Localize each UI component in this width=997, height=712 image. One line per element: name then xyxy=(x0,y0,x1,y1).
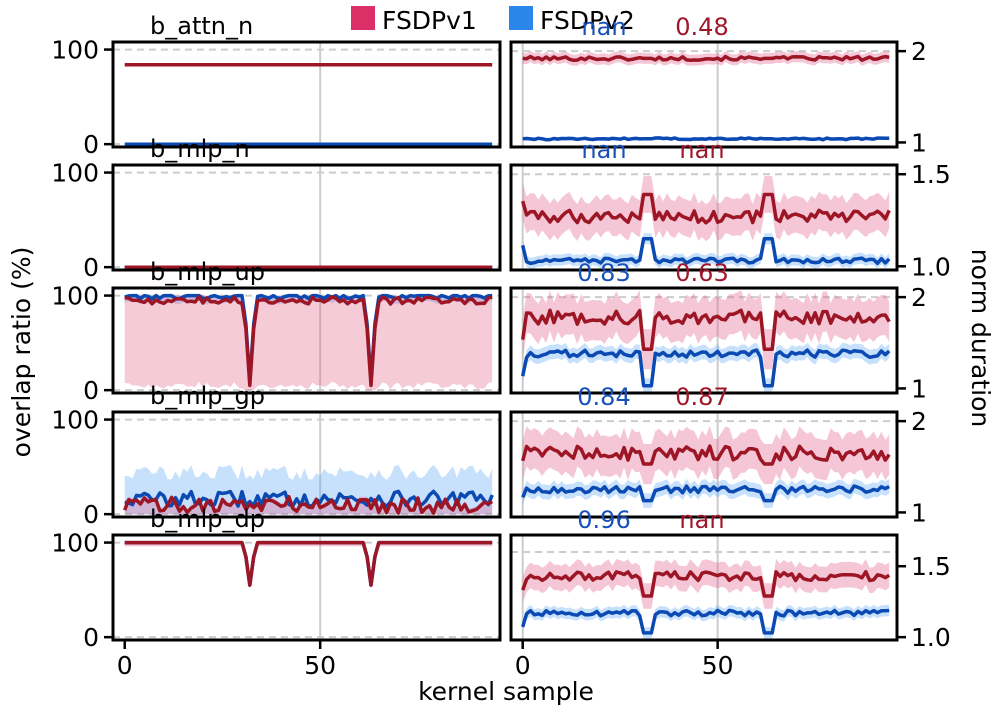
panel-overlap-b_attn_n: 0 100 b_attn_n xyxy=(51,12,502,159)
axes-frame xyxy=(111,410,502,519)
line-fsdpv1-duration xyxy=(522,54,890,63)
axes-frame xyxy=(111,533,502,642)
panel-overlap-b_mlp_gp: 0 100 b_mlp_gp xyxy=(51,382,502,529)
y-tick-label-right: 2 xyxy=(911,407,927,436)
x-tick-label: 0 xyxy=(117,651,133,680)
subplot-title: b_mlp_n xyxy=(150,135,250,163)
y-tick-label-right: 1.0 xyxy=(911,623,951,652)
y-tick-label-right: 1.5 xyxy=(911,552,951,581)
axes-frame xyxy=(509,533,899,642)
y-axis-label-left: overlap ratio (%) xyxy=(7,247,36,458)
panel-duration-b_mlp_dp: 1.0 1.5 0.96 nan xyxy=(509,506,951,652)
axes-frame xyxy=(509,40,899,149)
band-fsdpv1-overlap xyxy=(124,542,493,589)
corr-fsdpv2: 0.96 xyxy=(577,506,630,534)
band-fsdpv1-duration xyxy=(522,559,890,609)
line-fsdpv2-duration xyxy=(522,136,890,142)
y-tick-label-right: 1 xyxy=(911,498,927,527)
x-axis-label: kernel sample xyxy=(418,677,594,706)
y-tick-label: 100 xyxy=(51,36,99,65)
y-tick-label: 100 xyxy=(51,406,99,435)
band-fsdpv1-overlap xyxy=(124,295,493,391)
x-tick-label: 50 xyxy=(304,651,336,680)
line-fsdpv2-duration xyxy=(521,608,890,635)
y-tick-label: 0 xyxy=(83,130,99,159)
subplot-title: b_mlp_gp xyxy=(150,382,265,410)
corr-fsdpv2: 0.83 xyxy=(577,259,630,287)
y-axis-label-right: norm duration xyxy=(966,249,995,427)
y-tick-label: 100 xyxy=(51,529,99,558)
panel-duration-b_mlp_gp: 1 2 0.84 0.87 xyxy=(509,383,927,527)
y-tick-label-right: 1.5 xyxy=(911,160,951,189)
corr-fsdpv2: 0.84 xyxy=(577,383,630,411)
corr-fsdpv1: 0.48 xyxy=(675,13,728,41)
panel-overlap-b_mlp_dp: 0 100 b_mlp_dp xyxy=(51,505,502,652)
band-fsdpv2-overlap xyxy=(124,542,493,587)
corr-fsdpv2: nan xyxy=(581,136,626,164)
legend: FSDPv1 FSDPv2 xyxy=(351,6,635,35)
axes-frame xyxy=(509,163,899,272)
y-tick-label: 0 xyxy=(83,500,99,529)
x-tick-label: 0 xyxy=(515,651,531,680)
corr-fsdpv2: nan xyxy=(581,13,626,41)
y-tick-label-right: 1 xyxy=(911,374,927,403)
subplot-title: b_mlp_up xyxy=(150,258,265,286)
y-tick-label: 100 xyxy=(51,159,99,188)
subplot-title: b_attn_n xyxy=(150,12,253,40)
axes-frame xyxy=(111,286,502,395)
corr-fsdpv1: nan xyxy=(679,136,724,164)
x-tick-label: 50 xyxy=(702,651,734,680)
y-tick-label-right: 2 xyxy=(911,37,927,66)
legend-label-fsdpv2: FSDPv2 xyxy=(540,6,635,35)
y-tick-label: 0 xyxy=(83,623,99,652)
axes-frame xyxy=(111,40,502,149)
axes-frame xyxy=(509,410,899,519)
legend-label-fsdpv1: FSDPv1 xyxy=(382,6,477,35)
line-fsdpv1-duration xyxy=(521,192,891,225)
line-fsdpv1-overlap xyxy=(124,540,493,587)
line-fsdpv2-duration xyxy=(520,348,891,388)
panel-overlap-b_mlp_up: 0 100 b_mlp_up xyxy=(51,258,502,405)
band-fsdpv1-duration xyxy=(522,290,890,370)
y-tick-label: 0 xyxy=(83,376,99,405)
y-tick-label: 0 xyxy=(83,253,99,282)
axes-frame xyxy=(111,163,502,272)
line-fsdpv1-duration xyxy=(521,444,891,466)
line-fsdpv2-overlap xyxy=(124,540,493,587)
y-tick-label-right: 1 xyxy=(911,128,927,157)
legend-swatch-fsdpv1 xyxy=(351,6,375,30)
y-tick-label: 100 xyxy=(51,282,99,311)
panel-overlap-b_mlp_n: 0 100 b_mlp_n xyxy=(51,135,502,282)
subplot-title: b_mlp_dp xyxy=(150,505,265,533)
x-axis-ticks: 0 0 50 50 xyxy=(117,640,734,680)
y-tick-label-right: 2 xyxy=(911,283,927,312)
line-fsdpv1-duration xyxy=(520,308,891,351)
band-fsdpv1-duration xyxy=(522,176,890,242)
line-fsdpv1-overlap xyxy=(124,294,493,388)
line-fsdpv1-duration xyxy=(521,569,891,598)
corr-fsdpv1: nan xyxy=(679,506,724,534)
line-fsdpv1-overlap xyxy=(123,494,494,515)
panel-duration-b_attn_n: 1 2 nan 0.48 xyxy=(509,13,927,157)
legend-swatch-fsdpv2 xyxy=(509,6,533,30)
y-tick-label-right: 1.0 xyxy=(911,252,951,281)
panel-duration-b_mlp_up: 1 2 0.83 0.63 xyxy=(509,259,927,403)
panel-duration-b_mlp_n: 1.0 1.5 nan nan xyxy=(509,136,951,281)
line-fsdpv2-duration xyxy=(521,484,890,503)
corr-fsdpv1: 0.63 xyxy=(675,259,728,287)
axes-frame xyxy=(509,286,899,395)
band-fsdpv2-duration xyxy=(522,478,890,508)
line-fsdpv2-duration xyxy=(520,236,891,266)
corr-fsdpv1: 0.87 xyxy=(675,383,728,411)
